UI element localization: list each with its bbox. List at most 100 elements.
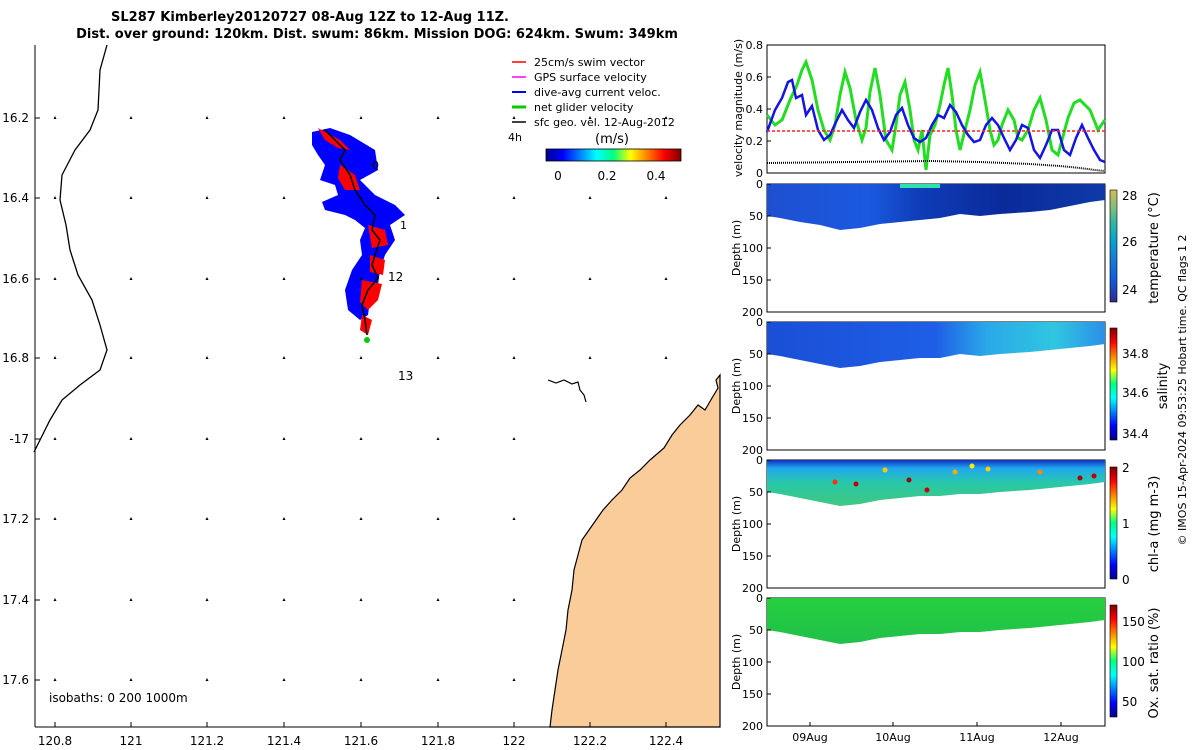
sal-cb-tick-348: 34.8 [1122, 347, 1149, 361]
isobath-line [33, 44, 108, 453]
legend-sfc-geo: sfc geo. vel. 12-Aug-2012 [534, 116, 675, 129]
map-x-tick-5: 121.8 [421, 734, 455, 748]
chlorophyll-panel[interactable]: 2 1 0 chl-a (mg m-3) [766, 459, 1162, 589]
salinity-panel[interactable]: 34.8 34.6 34.4 salinity [766, 321, 1171, 451]
track-label-0: 0 [372, 159, 379, 172]
time-tick-3: 12Aug [1043, 731, 1078, 744]
velocity-marker [53, 116, 57, 119]
map-x-tick-8: 122.4 [649, 734, 683, 748]
velocity-marker [359, 116, 363, 119]
map-y-tick-0: 16.2 [2, 111, 29, 125]
island [547, 379, 587, 403]
map-y-tick-7: 17.6 [2, 673, 29, 687]
velocity-marker [205, 678, 209, 681]
velocity-marker [205, 277, 209, 280]
velocity-marker [129, 196, 133, 199]
velocity-marker [282, 196, 286, 199]
map-x-tick-7: 122.2 [573, 734, 607, 748]
depth-tick-0-0: 0 [756, 178, 763, 191]
sal-cb-tick-346: 34.6 [1122, 386, 1149, 400]
map-y-tick-2: 16.6 [2, 272, 29, 286]
depth-tick-2-0: 0 [756, 454, 763, 467]
depth-tick-0-3: 150 [742, 274, 763, 287]
velocity-marker [359, 678, 363, 681]
map-x-tick-4: 121.6 [344, 734, 378, 748]
temperature-panel[interactable]: 28 26 24 temperature (°C) [766, 183, 1162, 313]
sfc-velocity-markers [53, 116, 668, 681]
ox-cb-tick-150: 150 [1122, 615, 1145, 629]
salinity-cb-label: salinity [1156, 362, 1171, 409]
oxygen-panel[interactable]: 150 100 50 Ox. sat. ratio (%) [766, 597, 1162, 727]
map-legend: 25cm/s swim vector GPS surface velocity … [512, 56, 675, 129]
velocity-marker [53, 598, 57, 601]
time-axis: 09Aug 10Aug 11Aug 12Aug [792, 722, 1079, 744]
velocity-marker [53, 437, 57, 440]
depth-tick-3-4: 200 [742, 720, 763, 733]
velocity-marker [512, 116, 516, 119]
velocity-marker [129, 517, 133, 520]
vel-y-tick-1: 0.2 [746, 135, 764, 148]
velocity-marker [205, 517, 209, 520]
velocity-marker [205, 598, 209, 601]
salinity-colorbar [1109, 327, 1118, 441]
velocity-marker [205, 437, 209, 440]
velocity-marker [129, 116, 133, 119]
temp-cb-tick-28: 28 [1122, 189, 1137, 203]
velocity-marker [53, 678, 57, 681]
velocity-marker [436, 356, 440, 359]
legend-swim-vector: 25cm/s swim vector [534, 56, 645, 69]
velocity-marker [512, 356, 516, 359]
map-cb-tick-1: 0.2 [597, 169, 616, 183]
vel-y-tick-3: 0.6 [746, 71, 764, 84]
sal-cb-tick-344: 34.4 [1122, 427, 1149, 441]
depth-tick-2-4: 200 [742, 582, 763, 595]
depth-tick-1-0: 0 [756, 316, 763, 329]
depth-tick-3-0: 0 [756, 592, 763, 605]
land-mass [549, 373, 721, 728]
map-y-tick-3: 16.8 [2, 351, 29, 365]
depth-tick-1-4: 200 [742, 444, 763, 457]
velocity-marker [588, 116, 592, 119]
map-colorbar-unit: (m/s) [595, 132, 629, 147]
velocity-marker [512, 437, 516, 440]
velocity-marker [436, 517, 440, 520]
velocity-marker [53, 356, 57, 359]
map-x-tick-6: 122 [503, 734, 526, 748]
velocity-marker [436, 598, 440, 601]
velocity-blue-line [765, 78, 1106, 164]
velocity-marker [512, 517, 516, 520]
velocity-marker [282, 437, 286, 440]
depth-axes: 0 50 100 150 200 Depth (m) 0 50 100 150 200 Depth (… [730, 178, 771, 733]
depth-ylabel-1: Depth (m) [730, 358, 743, 414]
temp-cb-tick-26: 26 [1122, 235, 1137, 249]
velocity-marker [588, 196, 592, 199]
velocity-marker [282, 277, 286, 280]
map-y-tick-5: 17.2 [2, 512, 29, 526]
depth-tick-3-3: 150 [742, 688, 763, 701]
chl-hotspots [832, 463, 1097, 493]
velocity-marker [588, 356, 592, 359]
map-x-tick-2: 121.2 [190, 734, 224, 748]
map-x-tick-3: 121.4 [267, 734, 301, 748]
depth-tick-1-3: 150 [742, 412, 763, 425]
velocity-marker [664, 356, 668, 359]
temp-cb-tick-24: 24 [1122, 283, 1137, 297]
velocity-marker [129, 356, 133, 359]
map-panel[interactable]: 4h 0 1 12 13 120.8 121 121.2 121.4 121.6 121.… [2, 44, 721, 748]
ox-cb-tick-50: 50 [1122, 695, 1137, 709]
velocity-marker [359, 517, 363, 520]
vel-y-tick-4: 0.8 [746, 39, 764, 52]
velocity-marker [512, 277, 516, 280]
velocity-ylabel: velocity magnitude (m/s) [732, 39, 745, 177]
depth-tick-3-2: 100 [742, 656, 763, 669]
velocity-marker [512, 678, 516, 681]
depth-tick-2-3: 150 [742, 550, 763, 563]
map-x-tick-0: 120.8 [38, 734, 72, 748]
velocity-marker [282, 517, 286, 520]
glider-track [312, 128, 405, 343]
chl-cb-tick-0: 0 [1122, 573, 1130, 587]
velocity-y-ticks: 0 0.2 0.4 0.6 0.8 [746, 39, 771, 180]
velocity-panel[interactable]: 0 0.2 0.4 0.6 0.8 velocity magnitude (m/s) [732, 39, 1107, 180]
title-line-1: SL287 Kimberley20120727 08-Aug 12Z to 12… [111, 10, 509, 25]
